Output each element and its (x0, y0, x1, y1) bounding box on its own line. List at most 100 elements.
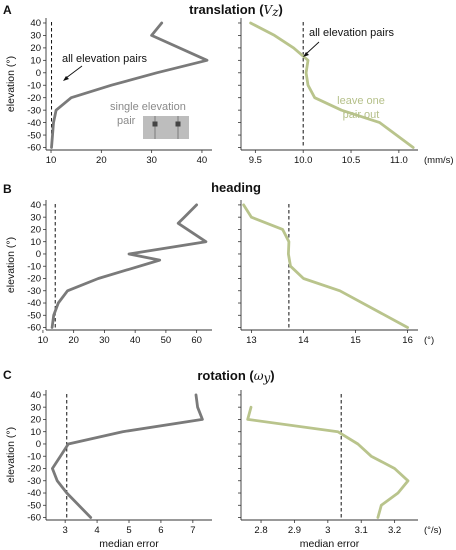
y-tick-label: 0 (36, 439, 41, 450)
y-tick-label: -40 (27, 298, 41, 309)
y-tick-label: -50 (27, 130, 41, 141)
annotation-pair-out: pair out (343, 109, 380, 121)
annotation-all-elevation-pairs-right: all elevation pairs (309, 27, 394, 39)
panel-title-a-sub: z (271, 5, 279, 19)
y-tick-label: 40 (30, 390, 41, 401)
plot-b-leave-one-out: 13 14 15 16 (°) (238, 200, 434, 346)
y-tick-label: 0 (36, 249, 41, 260)
panel-title-a-text: translation ( (189, 2, 264, 17)
x-tick-label: 9.5 (249, 155, 262, 166)
y-tick-label: -20 (27, 274, 41, 285)
y-tick-label: 10 (30, 237, 41, 248)
y-tick-label: -20 (27, 464, 41, 475)
panel-label-a: A (3, 3, 12, 17)
y-tick-label: 0 (36, 68, 41, 79)
x-tick-label: 30 (146, 155, 157, 166)
x-tick-label: 7 (190, 525, 195, 536)
x-tick-label: 3.1 (355, 525, 368, 536)
y-axis-label: elevation (°) (5, 427, 17, 483)
y-tick-label: -60 (27, 513, 41, 524)
annotation-leave-one: leave one (337, 95, 385, 107)
panel-title-a-end: ) (279, 2, 283, 17)
x-tick-label: 13 (246, 335, 257, 346)
x-tick-label: 50 (161, 335, 172, 346)
y-tick-label: 10 (30, 427, 41, 438)
panel-title-a: translation (Vz) (189, 2, 283, 19)
y-tick-label: -40 (27, 488, 41, 499)
x-tick-label: 60 (191, 335, 202, 346)
y-tick-label: -60 (27, 143, 41, 154)
y-tick-label: -30 (27, 105, 41, 116)
annotation-all-elevation-pairs-left: all elevation pairs (62, 53, 147, 65)
y-tick-label: -60 (27, 323, 41, 334)
x-tick-label: 40 (197, 155, 208, 166)
plot-c-leave-one-out: 2.8 2.9 3 3.1 3.2 (°/s) median error (238, 390, 442, 550)
y-tick-label: -30 (27, 476, 41, 487)
y-tick-label: -50 (27, 500, 41, 511)
y-axis-label: elevation (°) (5, 237, 17, 293)
y-tick-label: 30 (30, 31, 41, 42)
x-tick-label: 3 (63, 525, 68, 536)
series-line (246, 405, 410, 519)
x-tick-label: 20 (68, 335, 79, 346)
x-tick-label: 5 (126, 525, 131, 536)
series-line (50, 203, 208, 329)
y-tick-label: -50 (27, 310, 41, 321)
panel-title-c-sub: y (263, 371, 271, 385)
annotation-arrow-left-line (65, 65, 83, 79)
x-tick-label: 10 (38, 335, 49, 346)
x-tick-label: 10.0 (294, 155, 313, 166)
panel-title-c-math: ω (254, 369, 264, 383)
x-tick-label: 6 (158, 525, 163, 536)
series-line (51, 393, 204, 519)
y-tick-label: 10 (30, 56, 41, 67)
y-tick-label: 30 (30, 212, 41, 223)
x-tick-label: 2.8 (254, 525, 267, 536)
y-tick-label: -10 (27, 261, 41, 272)
x-tick-label: 40 (130, 335, 141, 346)
annotation-pair: pair (117, 115, 136, 127)
x-axis-label: median error (300, 538, 360, 550)
y-tick-label: -10 (27, 80, 41, 91)
x-tick-label: 3 (325, 525, 330, 536)
annotation-arrow-right-line (305, 41, 320, 55)
panel-title-c-text: rotation ( (197, 368, 254, 383)
single-pair-inset-marker-right (175, 121, 181, 127)
y-tick-label: 20 (30, 415, 41, 426)
y-tick-label: -30 (27, 286, 41, 297)
annotation-single-elevation: single elevation (110, 101, 186, 113)
x-unit-label: (mm/s) (424, 155, 454, 166)
y-tick-label: 30 (30, 402, 41, 413)
panel-title-c-end: ) (270, 368, 274, 383)
series-line (242, 203, 410, 329)
x-tick-label: 10 (46, 155, 57, 166)
x-unit-label: (°) (424, 335, 434, 346)
x-tick-label: 30 (99, 335, 110, 346)
y-axis-label: elevation (°) (5, 56, 17, 112)
y-tick-label: -40 (27, 118, 41, 129)
x-unit-label: (°/s) (424, 525, 442, 536)
x-tick-label: 4 (94, 525, 99, 536)
y-tick-label: -10 (27, 451, 41, 462)
x-tick-label: 3.2 (388, 525, 401, 536)
y-tick-label: 20 (30, 225, 41, 236)
annotation-arrow-right-head (303, 52, 309, 57)
y-tick-label: 40 (30, 18, 41, 29)
plot-a-leave-one-out: 9.5 10.0 10.5 11.0 (mm/s) (238, 18, 454, 166)
panel-title-c: rotation (ωy) (197, 368, 274, 385)
x-tick-label: 14 (298, 335, 309, 346)
y-tick-label: 20 (30, 43, 41, 54)
single-pair-inset (143, 116, 189, 139)
x-tick-label: 16 (402, 335, 413, 346)
panel-label-c: C (3, 368, 12, 382)
x-tick-label: 10.5 (342, 155, 361, 166)
y-tick-label: -20 (27, 93, 41, 104)
y-tick-label: 40 (30, 200, 41, 211)
series-line (50, 21, 209, 149)
single-pair-inset-marker-left (152, 121, 158, 127)
annotation-arrow-left-head (63, 76, 69, 81)
panel-title-b: heading (211, 180, 261, 195)
